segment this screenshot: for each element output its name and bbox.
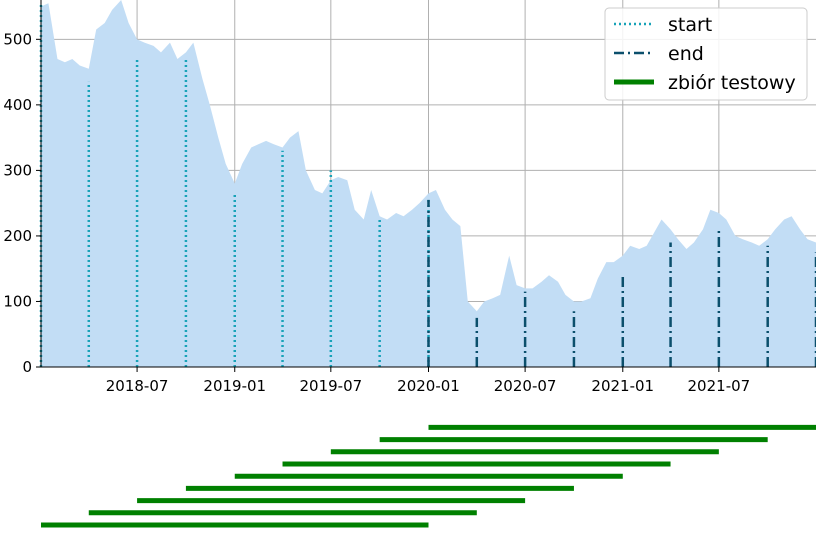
x-tick-label-6: 2021-07 [688,377,751,395]
axes [36,0,816,372]
x-tick-labels: 2018-07 2019-01 2019-07 2020-01 2020-07 2021-… [106,377,750,395]
x-tick-label-2: 2019-07 [299,377,362,395]
y-tick-label-2: 200 [3,227,32,245]
x-tick-label-1: 2019-01 [203,377,266,395]
y-tick-label-4: 400 [3,96,32,114]
y-tick-label-1: 100 [3,292,32,310]
x-tick-label-3: 2020-01 [397,377,460,395]
legend-box [604,7,808,101]
end-lines [427,199,816,367]
legend: start end zbiór testowy [604,7,808,101]
test-set-bars [41,424,816,528]
y-tick-label-3: 300 [3,161,32,179]
y-tick-label-0: 0 [22,358,32,376]
x-tick-label-0: 2018-07 [106,377,169,395]
legend-start-label: start [668,14,712,36]
y-tick-labels: 0 100 200 300 400 500 [3,30,32,376]
y-tick-label-5: 500 [3,30,32,48]
x-tick-label-4: 2020-07 [494,377,557,395]
legend-end-label: end [668,43,704,65]
x-tick-label-5: 2021-01 [591,377,654,395]
legend-test-set-label: zbiór testowy [668,72,796,94]
